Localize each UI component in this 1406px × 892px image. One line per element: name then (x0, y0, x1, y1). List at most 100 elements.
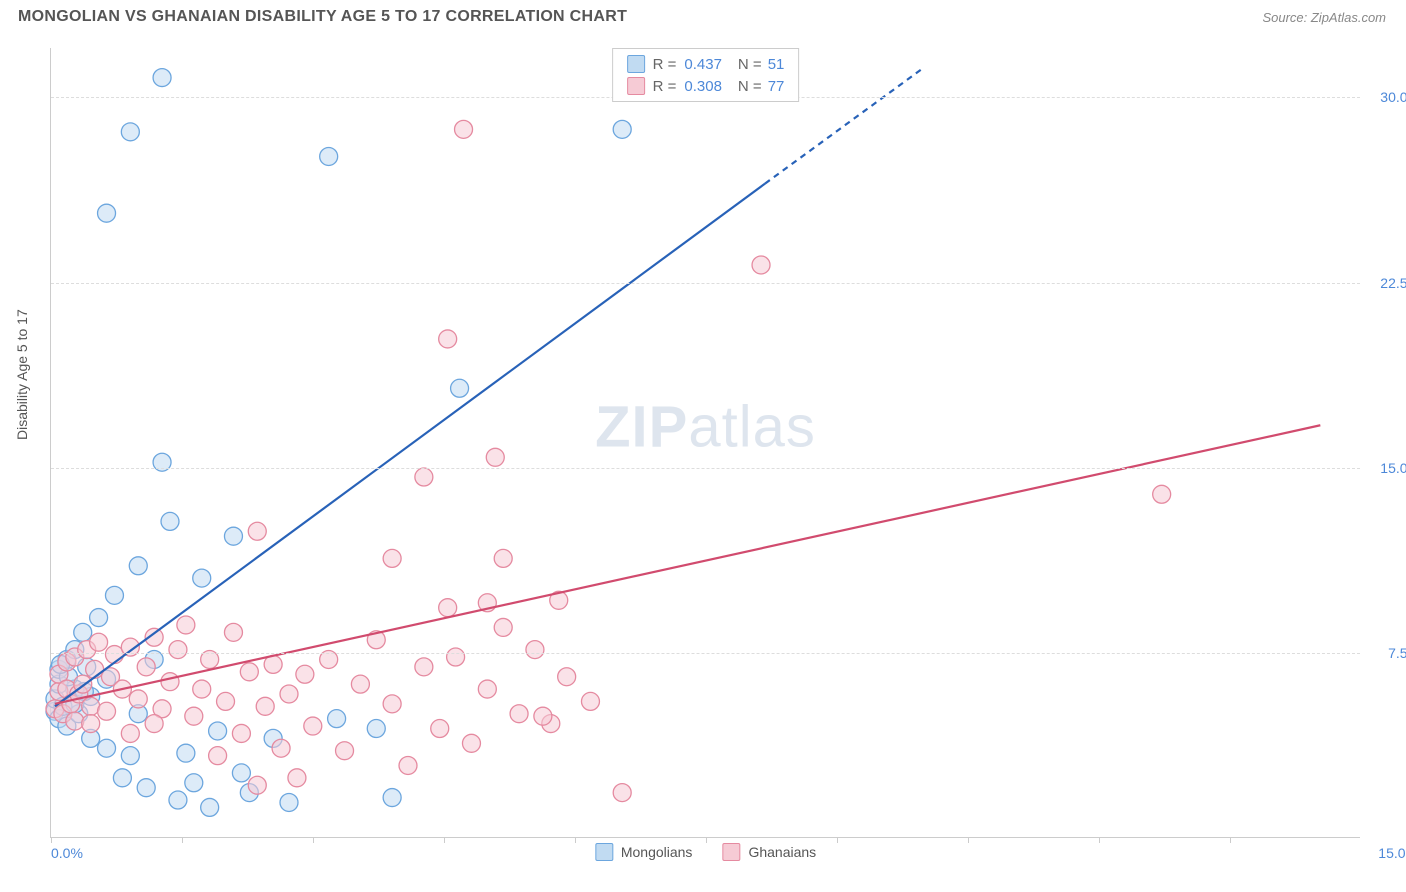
data-point (336, 742, 354, 760)
data-point (217, 692, 235, 710)
data-point (494, 549, 512, 567)
swatch-mongolians-icon (595, 843, 613, 861)
data-point (161, 512, 179, 530)
data-point (240, 663, 258, 681)
data-point (169, 641, 187, 659)
data-point (177, 616, 195, 634)
data-point (232, 724, 250, 742)
data-point (439, 330, 457, 348)
data-point (526, 641, 544, 659)
y-axis-label: Disability Age 5 to 17 (14, 309, 30, 440)
x-tick-mark (837, 837, 838, 843)
data-point (447, 648, 465, 666)
trend-line (55, 184, 765, 707)
data-point (304, 717, 322, 735)
data-point (296, 665, 314, 683)
data-point (613, 120, 631, 138)
gridline (51, 468, 1360, 469)
data-point (351, 675, 369, 693)
data-point (383, 695, 401, 713)
data-point (224, 623, 242, 641)
data-point (752, 256, 770, 274)
gridline (51, 653, 1360, 654)
data-point (320, 147, 338, 165)
data-point (137, 658, 155, 676)
data-point (209, 722, 227, 740)
data-point (367, 720, 385, 738)
data-point (98, 702, 116, 720)
x-axis-max-label: 15.0% (1378, 845, 1406, 861)
data-point (558, 668, 576, 686)
data-point (232, 764, 250, 782)
legend-row-ghanaians: R = 0.308 N = 77 (627, 75, 785, 97)
data-point (280, 685, 298, 703)
data-point (581, 692, 599, 710)
scatter-svg (51, 48, 1360, 837)
data-point (1153, 485, 1171, 503)
swatch-ghanaians (627, 77, 645, 95)
data-point (153, 69, 171, 87)
chart-title: MONGOLIAN VS GHANAIAN DISABILITY AGE 5 T… (18, 8, 627, 26)
x-tick-mark (51, 837, 52, 843)
data-point (90, 633, 108, 651)
x-tick-mark (1230, 837, 1231, 843)
data-point (280, 793, 298, 811)
legend-item-mongolians: Mongolians (595, 843, 693, 861)
data-point (193, 569, 211, 587)
data-point (486, 448, 504, 466)
x-tick-mark (1099, 837, 1100, 843)
data-point (201, 798, 219, 816)
gridline (51, 283, 1360, 284)
data-point (494, 618, 512, 636)
data-point (121, 747, 139, 765)
data-point (90, 609, 108, 627)
data-point (113, 769, 131, 787)
data-point (462, 734, 480, 752)
data-point (161, 673, 179, 691)
data-point (415, 658, 433, 676)
x-tick-mark (968, 837, 969, 843)
x-axis-min-label: 0.0% (51, 845, 83, 861)
data-point (383, 549, 401, 567)
x-tick-mark (575, 837, 576, 843)
x-tick-mark (444, 837, 445, 843)
data-point (455, 120, 473, 138)
data-point (121, 123, 139, 141)
data-point (431, 720, 449, 738)
data-point (177, 744, 195, 762)
swatch-mongolians (627, 55, 645, 73)
data-point (510, 705, 528, 723)
data-point (478, 680, 496, 698)
data-point (439, 599, 457, 617)
data-point (399, 757, 417, 775)
data-point (383, 789, 401, 807)
data-point (534, 707, 552, 725)
data-point (248, 776, 266, 794)
data-point (451, 379, 469, 397)
data-point (66, 712, 84, 730)
data-point (613, 784, 631, 802)
data-point (98, 739, 116, 757)
x-tick-mark (182, 837, 183, 843)
data-point (129, 690, 147, 708)
chart-plot-area: ZIPatlas R = 0.437 N = 51 R = 0.308 N = … (50, 48, 1360, 838)
data-point (256, 697, 274, 715)
y-tick-label: 7.5% (1388, 645, 1406, 661)
data-point (105, 586, 123, 604)
data-point (137, 779, 155, 797)
data-point (169, 791, 187, 809)
correlation-legend: R = 0.437 N = 51 R = 0.308 N = 77 (612, 48, 800, 102)
y-tick-label: 30.0% (1380, 89, 1406, 105)
swatch-ghanaians-icon (722, 843, 740, 861)
data-point (328, 710, 346, 728)
data-point (185, 707, 203, 725)
data-point (272, 739, 290, 757)
series-legend: Mongolians Ghanaians (595, 843, 816, 861)
data-point (185, 774, 203, 792)
data-point (415, 468, 433, 486)
data-point (248, 522, 266, 540)
x-tick-mark (313, 837, 314, 843)
y-tick-label: 22.5% (1380, 275, 1406, 291)
data-point (224, 527, 242, 545)
data-point (145, 715, 163, 733)
